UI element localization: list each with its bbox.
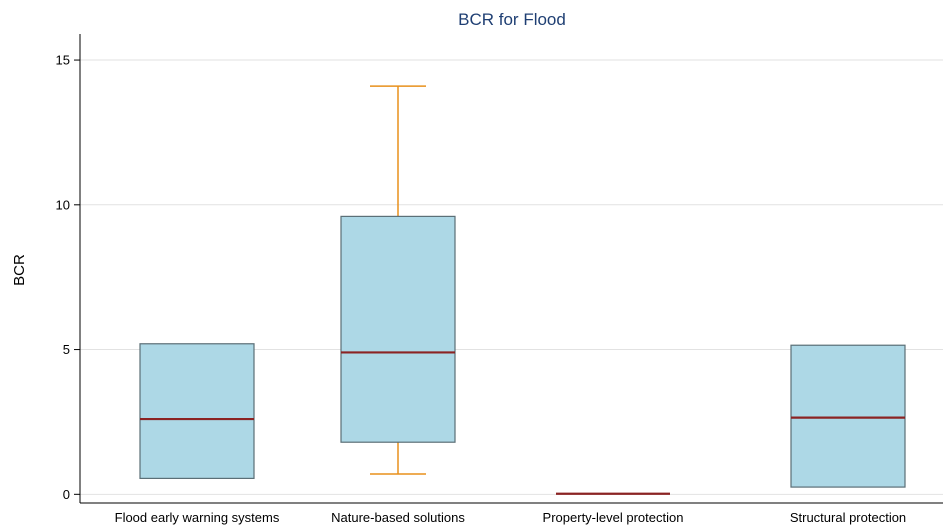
y-tick-label-5: 5 (63, 342, 70, 357)
box-flood-early-warning-systems (139, 343, 255, 479)
y-tick-label-0: 0 (63, 487, 70, 502)
x-tick-label-nature-based-solutions: Nature-based solutions (331, 510, 465, 525)
x-tick-label-flood-early-warning-systems: Flood early warning systems (115, 510, 280, 525)
y-axis-title: BCR (11, 254, 28, 286)
label-layer: 0 5 10 15 Flood early warning systems Nature-… (56, 53, 907, 525)
chart-title: BCR for Flood (458, 10, 566, 29)
axis-layer (74, 34, 943, 504)
y-tick-label-15: 15 (56, 53, 70, 68)
y-tick-label-10: 10 (56, 197, 70, 212)
box-structural-protection (790, 344, 906, 488)
box-layer (139, 85, 906, 495)
x-tick-label-property-level-protection: Property-level protection (543, 510, 684, 525)
x-tick-label-structural-protection: Structural protection (790, 510, 906, 525)
box-nature-based-solutions (340, 85, 456, 475)
iqr-box-structural-protection (790, 344, 906, 488)
iqr-box-flood-early-warning-systems (139, 343, 255, 479)
iqr-box-nature-based-solutions (340, 215, 456, 443)
